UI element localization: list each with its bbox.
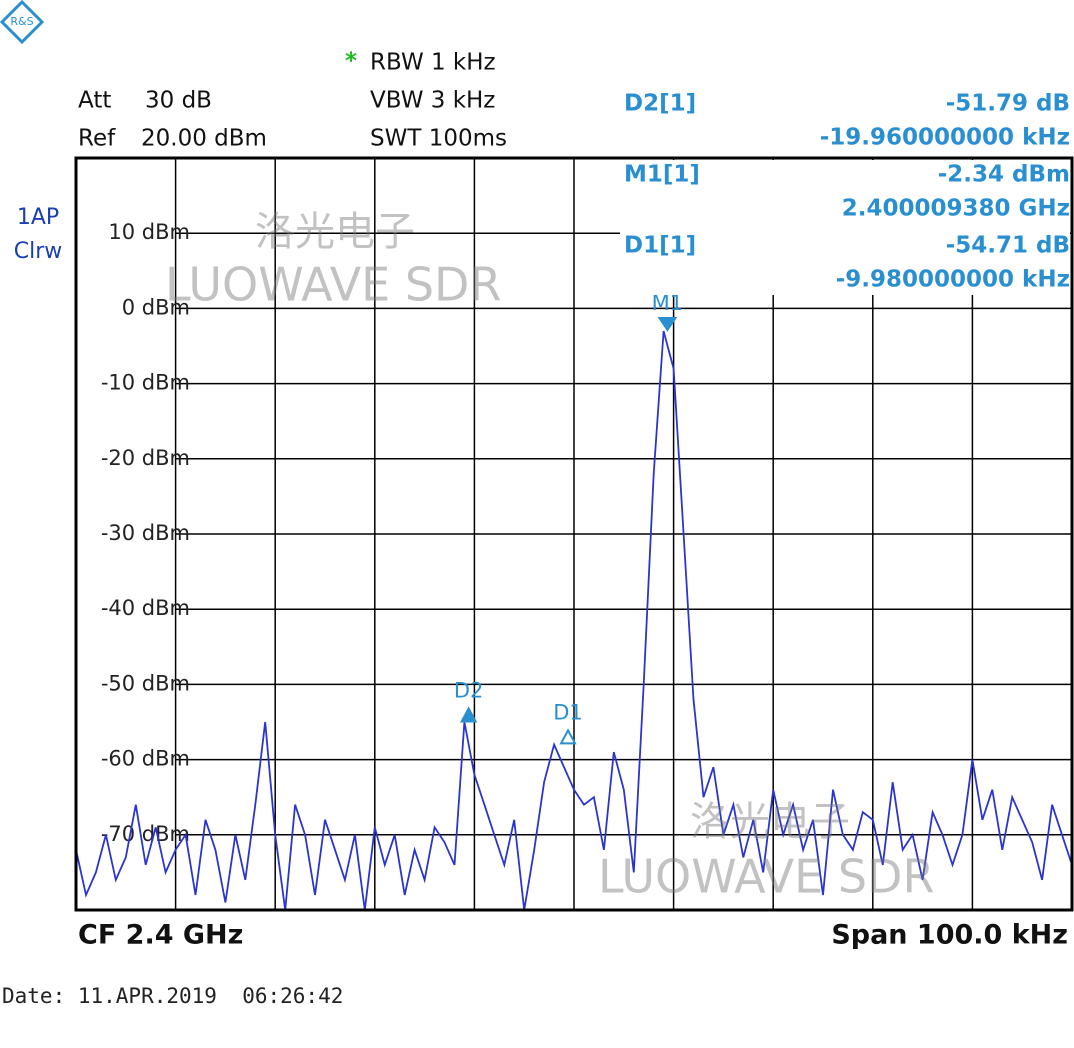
y-tick-label: -50 dBm xyxy=(101,671,190,695)
logo-text: R&S xyxy=(10,15,33,28)
date: Date: 11.APR.2019 06:26:42 xyxy=(2,984,343,1008)
readout-value: -54.71 dB xyxy=(946,233,1070,259)
att-label: Att xyxy=(78,88,111,114)
readout-name: M1[1] xyxy=(624,162,700,188)
readout-position: 2.400009380 GHz xyxy=(842,196,1070,222)
y-tick-label: -10 dBm xyxy=(101,371,190,395)
ref-value: 20.00 dBm xyxy=(141,126,267,152)
swt: SWT 100ms xyxy=(370,126,507,152)
watermark: 洛光电子 xyxy=(255,209,415,255)
watermark: 洛光电子 xyxy=(690,799,850,845)
y-tick-label: -20 dBm xyxy=(101,446,190,470)
readout-position: -19.960000000 kHz xyxy=(820,125,1070,151)
marker xyxy=(657,316,678,332)
att-value: 30 dB xyxy=(145,88,212,114)
span: Span 100.0 kHz xyxy=(831,920,1068,951)
center-frequency: CF 2.4 GHz xyxy=(78,920,243,951)
ref-label: Ref xyxy=(78,126,116,152)
rbw-star: * xyxy=(345,49,357,75)
plot-frame xyxy=(74,156,1074,912)
marker xyxy=(559,728,577,745)
readout-value: -51.79 dB xyxy=(946,91,1070,117)
readout-backdrop xyxy=(620,160,1070,295)
readout-position: -9.980000000 kHz xyxy=(836,267,1070,293)
vbw: VBW 3 kHz xyxy=(370,88,495,114)
readout-value: -2.34 dBm xyxy=(938,162,1070,188)
logo: R&S xyxy=(0,0,45,45)
watermark: LUOWAVE SDR xyxy=(598,850,934,904)
marker-label: D1 xyxy=(553,700,583,724)
marker-label: D2 xyxy=(454,678,484,702)
readouts: D2[1] -51.79 dB -19.960000000 kHz M1[1] -2.3… xyxy=(624,91,1070,293)
rbw: RBW 1 kHz xyxy=(370,50,496,76)
readout-name: D2[1] xyxy=(624,91,696,117)
trace-line xyxy=(75,330,1073,911)
y-tick-label: -30 dBm xyxy=(101,521,190,545)
readout-name: D1[1] xyxy=(624,233,696,259)
grid: 10 dBm 0 dBm -10 dBm -20 dBm -30 dBm -40 dBm -… xyxy=(101,158,1072,910)
trace-label: Clrw xyxy=(14,239,63,264)
y-tick-label: -60 dBm xyxy=(101,747,190,771)
y-tick-label: 0 dBm xyxy=(122,295,190,319)
marker xyxy=(459,706,478,723)
trace-label: 1AP xyxy=(17,205,59,230)
y-tick-label: 10 dBm xyxy=(108,220,190,244)
y-tick-label: -40 dBm xyxy=(101,596,190,620)
watermark: LUOWAVE SDR xyxy=(165,258,501,312)
y-tick-label: -70 dBm xyxy=(101,822,190,846)
